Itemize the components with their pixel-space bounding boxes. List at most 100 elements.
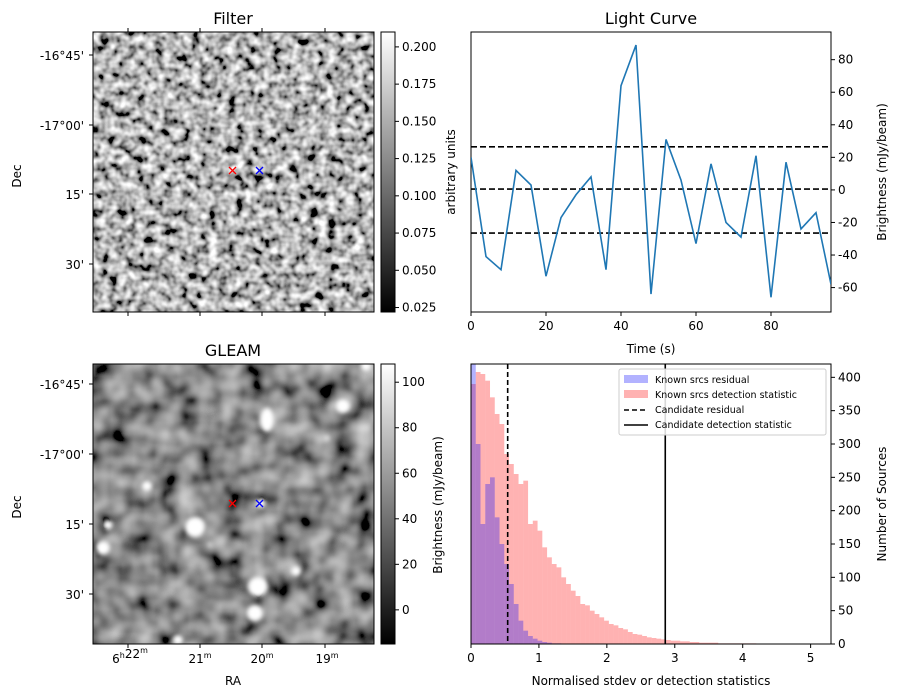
filter-red-marker [228, 166, 237, 175]
histogram-bar [618, 628, 624, 644]
colorbar-tick-label: 40 [402, 512, 417, 526]
histogram-bar [518, 484, 524, 644]
lightcurve-y-tick-label: 0 [838, 183, 846, 197]
histogram-xlabel: Normalised stdev or detection statistics [532, 674, 771, 688]
lightcurve-xlabel: Time (s) [626, 342, 676, 356]
histogram-bar [632, 634, 638, 644]
gleam-xtick-2: 20m [250, 651, 273, 666]
histogram-bar [642, 636, 647, 644]
histogram-bar [585, 605, 590, 644]
histogram-bar [504, 564, 510, 644]
colorbar-tick-label: 0.050 [402, 263, 436, 277]
histogram-bar [613, 625, 619, 644]
gleam-source [291, 566, 301, 576]
histogram-bar [547, 642, 552, 644]
filter-ytick-3: 30' [65, 258, 84, 272]
histogram-bar [509, 584, 514, 644]
lightcurve-y-ticks: -60 -40 -20 0 20 40 60 80 [831, 53, 858, 295]
gleam-source [103, 520, 113, 530]
histogram-bar [513, 474, 519, 644]
histogram-y-tick-label: 100 [838, 570, 861, 584]
histogram-bar [475, 372, 481, 644]
gleam-colorbar-ticks: 0 20 40 60 80 100 [395, 375, 425, 617]
histogram-bar [575, 596, 581, 644]
lightcurve-x-tick-label: 80 [763, 319, 778, 333]
gleam-source [336, 399, 350, 413]
histogram-bar [480, 374, 486, 644]
histogram-ylabel: Number of Sources [875, 447, 889, 562]
lightcurve-series-line [471, 44, 831, 298]
gleam-source [248, 577, 268, 597]
gleam-ytick-1: -17°00' [40, 448, 84, 462]
histogram-legend: Known srcs residual Known srcs detection… [618, 368, 827, 436]
histogram-panel: 0 1 2 3 4 5 0 50 100 150 200 250 300 350 400 Normalis… [467, 363, 889, 688]
gleam-source [324, 435, 330, 441]
lightcurve-x-tick-label: 60 [688, 319, 703, 333]
histogram-bar [580, 604, 586, 644]
histogram-bar [651, 638, 657, 644]
histogram-bar [485, 380, 491, 644]
histogram-y-tick-label: 400 [838, 370, 861, 384]
filter-ytick-1: -17°00' [40, 119, 84, 133]
legend-residual-label: Known srcs residual [655, 375, 749, 386]
histogram-bar [608, 624, 614, 644]
histogram-detection-bars [471, 372, 757, 644]
histogram-bar [499, 424, 505, 644]
histogram-bar [528, 524, 533, 644]
gleam-xtick-1: 21m [188, 651, 211, 666]
histogram-residual-bars [471, 364, 562, 644]
histogram-bar [509, 464, 514, 644]
histogram-bar [471, 364, 476, 644]
lightcurve-x-tick-label: 20 [538, 319, 553, 333]
histogram-bar [665, 640, 671, 644]
gleam-ylabel: Dec [10, 495, 24, 518]
colorbar-tick-label: 0.125 [402, 152, 436, 166]
gleam-xlabel: RA [225, 674, 242, 688]
legend-detection-label: Known srcs detection statistic [655, 390, 797, 401]
filter-colorbar-ticks: 0.025 0.050 0.075 0.100 0.125 0.150 0.175 0.200 [395, 40, 436, 315]
lightcurve-y-tick-label: 40 [838, 118, 853, 132]
colorbar-tick-label: 0 [402, 603, 410, 617]
filter-ylabel: Dec [10, 164, 24, 187]
gleam-colorbar-label: Brightness (mJy/beam) [431, 436, 445, 574]
histogram-bar [537, 640, 543, 644]
histogram-bar [684, 641, 690, 644]
histogram-bar [556, 567, 562, 644]
histogram-bar [661, 639, 666, 644]
filter-blue-marker [255, 166, 264, 175]
gleam-red-marker [228, 499, 237, 508]
gleam-ytick-3: 30' [65, 588, 84, 602]
histogram-bar [532, 638, 538, 644]
gleam-source [256, 498, 266, 508]
lightcurve-x-ticks: 0 20 40 60 80 [467, 312, 779, 333]
histogram-bar [708, 642, 714, 644]
gleam-title: GLEAM [205, 341, 261, 360]
histogram-bar [551, 564, 557, 644]
histogram-bar [713, 642, 719, 644]
histogram-bar [532, 520, 538, 644]
gleam-source [260, 408, 274, 432]
gleam-source [361, 364, 371, 371]
histogram-bar [499, 544, 505, 644]
histogram-bar [542, 642, 548, 644]
histogram-bar [480, 524, 486, 644]
histogram-x-tick-label: 4 [739, 651, 747, 665]
gleam-source [185, 517, 205, 537]
gleam-blue-marker [255, 499, 264, 508]
histogram-y-tick-label: 250 [838, 470, 861, 484]
histogram-bar [475, 444, 481, 644]
histogram-y-tick-label: 150 [838, 537, 861, 551]
histogram-x-tick-label: 3 [671, 651, 679, 665]
filter-ytick-0: -16°45' [40, 49, 84, 63]
histogram-bar [689, 642, 695, 644]
histogram-bar [670, 640, 676, 644]
histogram-bar [523, 480, 529, 644]
colorbar-tick-label: 0.025 [402, 301, 436, 315]
histogram-bar [627, 632, 633, 644]
histogram-bar [680, 641, 685, 644]
colorbar-tick-label: 0.175 [402, 77, 436, 91]
histogram-bar [504, 454, 510, 644]
filter-panel: Filter -16°45' -17°00' 15' 30' Dec 0.025… [10, 9, 458, 316]
histogram-bar [637, 634, 643, 644]
